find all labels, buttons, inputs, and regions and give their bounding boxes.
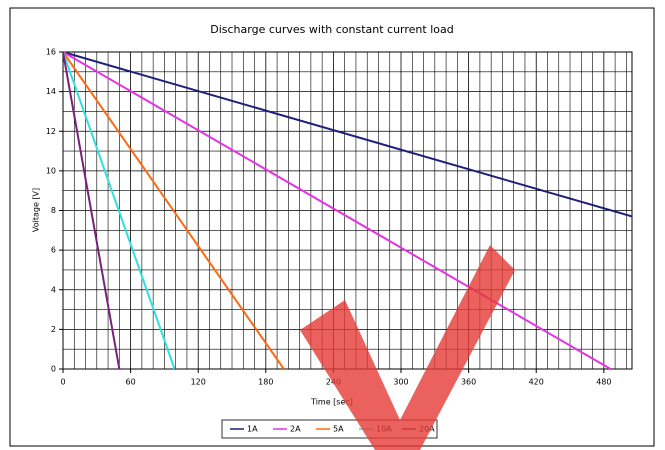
y-tick-label: 12 [46, 127, 56, 136]
line-series [63, 51, 612, 370]
x-axis-label: Time [sec] [310, 398, 353, 407]
line-series [63, 51, 121, 370]
legend-label: 2A [290, 425, 301, 434]
legend-label: 1A [247, 425, 258, 434]
y-tick-label: 2 [51, 325, 56, 334]
y-tick-label: 6 [51, 246, 56, 255]
x-tick-label: 60 [126, 378, 136, 387]
line-series [63, 51, 176, 370]
y-tick-label: 0 [51, 365, 56, 374]
y-tick-label: 8 [51, 206, 56, 215]
x-tick-label: 480 [596, 378, 611, 387]
y-tick-label: 14 [46, 87, 56, 96]
chart-title: Discharge curves with constant current l… [210, 23, 453, 36]
x-tick-label: 420 [529, 378, 544, 387]
y-tick-label: 4 [51, 285, 56, 294]
line-series [63, 51, 285, 370]
y-tick-label: 10 [46, 166, 56, 175]
x-tick-label: 0 [60, 378, 65, 387]
x-tick-label: 180 [258, 378, 273, 387]
x-tick-label: 300 [393, 378, 408, 387]
watermark [300, 245, 515, 450]
watermark-shape [300, 245, 515, 450]
x-tick-label: 120 [191, 378, 206, 387]
legend-label: 5A [333, 425, 344, 434]
y-axis-label: Voltage [V] [32, 188, 41, 232]
y-tick-label: 16 [46, 48, 56, 57]
line-series [63, 51, 632, 218]
x-tick-label: 360 [461, 378, 476, 387]
